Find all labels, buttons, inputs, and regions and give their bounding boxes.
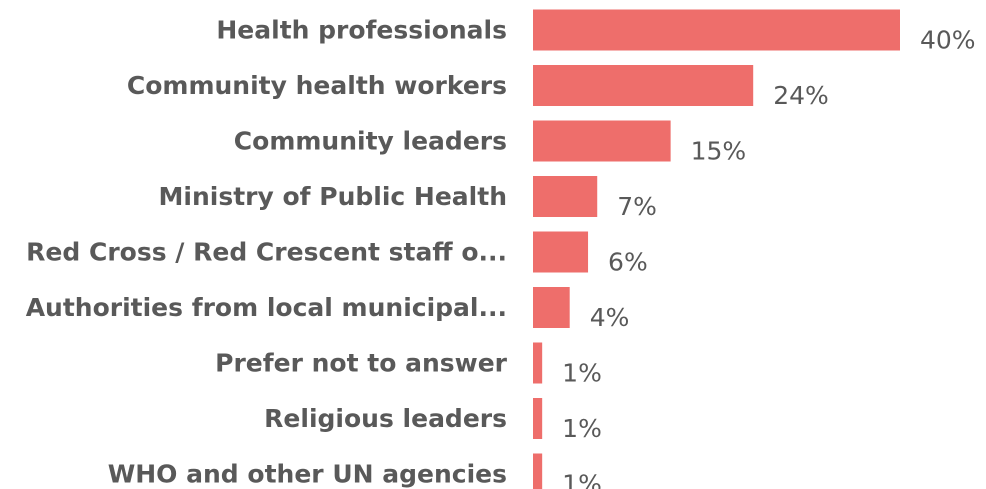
category-label: Health professionals: [216, 16, 507, 45]
bar: [533, 65, 754, 106]
value-label: 24%: [773, 81, 829, 110]
category-label: WHO and other UN agencies: [108, 460, 507, 489]
value-label: 1%: [562, 359, 602, 388]
category-label: Ministry of Public Health: [159, 182, 507, 211]
bar: [533, 398, 543, 439]
value-label: 40%: [920, 26, 976, 55]
category-label: Red Cross / Red Crescent staff o...: [26, 238, 507, 267]
bar: [533, 231, 589, 273]
category-label: Religious leaders: [264, 404, 507, 433]
category-label: Community leaders: [234, 127, 507, 156]
value-label: 1%: [562, 470, 602, 489]
value-label: 4%: [590, 303, 630, 332]
value-label: 15%: [691, 137, 747, 166]
bar: [533, 120, 671, 162]
category-label: Authorities from local municipal...: [26, 293, 507, 322]
bar: [533, 453, 543, 489]
bar: [533, 287, 570, 328]
category-label: Community health workers: [127, 71, 507, 100]
value-label: 7%: [617, 192, 657, 221]
bar: [533, 9, 900, 51]
category-label: Prefer not to answer: [215, 349, 508, 378]
value-label: 6%: [608, 248, 648, 277]
value-label: 1%: [562, 414, 602, 443]
bar: [533, 342, 543, 384]
bar: [533, 176, 598, 217]
